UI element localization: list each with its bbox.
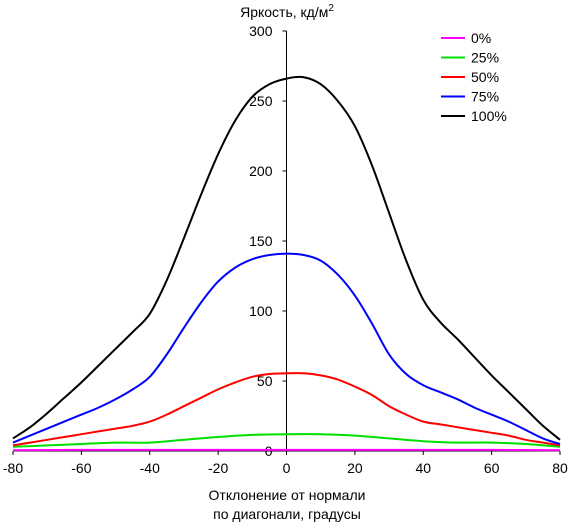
y-tick-label: 0 (265, 443, 273, 459)
x-tick-label: 80 (552, 460, 568, 476)
x-axis-title-line2: по диагонали, градусы (213, 506, 361, 522)
legend-label: 25% (471, 50, 499, 66)
series-line-1 (12, 433, 561, 448)
x-axis-ticks: -80 -60 -40 -20 0 20 40 60 80 (3, 451, 568, 476)
series-line-4 (12, 75, 561, 441)
legend-label: 0% (471, 30, 491, 46)
x-tick-label: -40 (140, 460, 160, 476)
x-tick-label: 40 (415, 460, 431, 476)
x-axis-title-line1: Отклонение от нормали (209, 487, 366, 503)
legend-label: 100% (471, 108, 507, 124)
x-tick-label: -60 (71, 460, 91, 476)
y-axis-title-text: Яркость, кд/м (240, 4, 328, 20)
series-lines (12, 75, 561, 452)
y-axis-title-superscript: 2 (328, 3, 334, 14)
x-tick-label: -20 (208, 460, 228, 476)
y-axis-title: Яркость, кд/м2 (240, 3, 334, 20)
y-tick-label: 50 (257, 373, 273, 389)
series-line-3 (12, 252, 561, 445)
y-tick-label: 200 (249, 163, 273, 179)
series-line-2 (12, 372, 561, 447)
legend-label: 75% (471, 89, 499, 105)
y-axis-ticks: 0 50 100 150 200 250 300 (249, 23, 287, 459)
legend: 0% 25% 50% 75% 100% (441, 30, 507, 124)
x-tick-label: 0 (283, 460, 291, 476)
y-tick-label: 300 (249, 23, 273, 39)
y-tick-label: 150 (249, 233, 273, 249)
x-tick-label: -80 (3, 460, 23, 476)
x-tick-label: 60 (484, 460, 500, 476)
x-tick-label: 20 (347, 460, 363, 476)
y-tick-label: 100 (249, 303, 273, 319)
legend-label: 50% (471, 69, 499, 85)
y-tick-label: 250 (249, 93, 273, 109)
